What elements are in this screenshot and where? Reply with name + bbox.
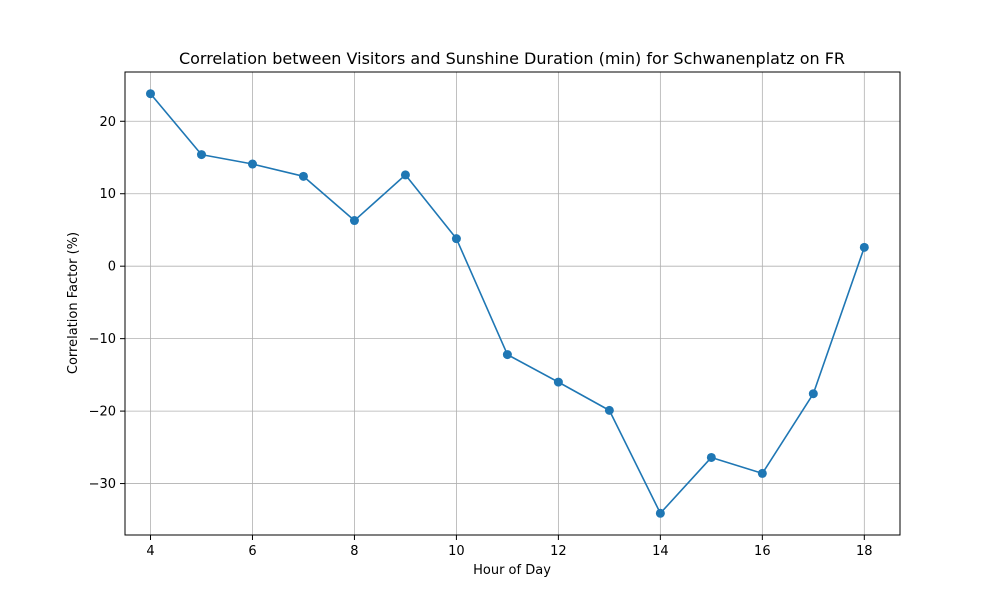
- chart-title: Correlation between Visitors and Sunshin…: [179, 49, 845, 68]
- y-axis-label: Correlation Factor (%): [66, 232, 81, 374]
- grid-lines: [125, 72, 900, 535]
- data-point: [553, 377, 563, 387]
- data-point: [145, 89, 155, 99]
- x-tick-label: 12: [550, 544, 567, 559]
- data-point: [655, 508, 665, 518]
- x-tick-label: 14: [652, 544, 669, 559]
- data-point: [706, 452, 716, 462]
- y-tick-label: 20: [99, 115, 116, 130]
- data-point: [808, 389, 818, 399]
- x-tick-label: 18: [856, 544, 873, 559]
- data-point: [859, 242, 869, 252]
- data-point: [298, 171, 308, 181]
- y-tick-label: −10: [89, 332, 116, 347]
- axes: 4 6 8 10 12 14 16 18 −30 −20 −10 0 10 20: [89, 115, 873, 559]
- x-tick-label: 8: [350, 544, 358, 559]
- data-point: [451, 234, 461, 244]
- data-point: [400, 170, 410, 180]
- y-tick-label: 10: [99, 187, 116, 202]
- x-axis-label: Hour of Day: [473, 563, 551, 578]
- x-tick-label: 4: [146, 544, 154, 559]
- y-tick-label: −20: [89, 405, 116, 420]
- plot-frame: [124, 71, 901, 536]
- y-tick-label: −30: [89, 477, 116, 492]
- data-point: [349, 216, 359, 226]
- series-layer: [145, 89, 869, 518]
- data-point: [604, 405, 614, 415]
- data-point: [196, 150, 206, 160]
- y-tick-label: 0: [108, 260, 116, 275]
- data-point: [502, 350, 512, 360]
- x-tick-label: 10: [448, 544, 465, 559]
- data-point: [757, 468, 767, 478]
- data-point: [247, 159, 257, 169]
- x-tick-label: 6: [248, 544, 256, 559]
- x-tick-label: 16: [754, 544, 771, 559]
